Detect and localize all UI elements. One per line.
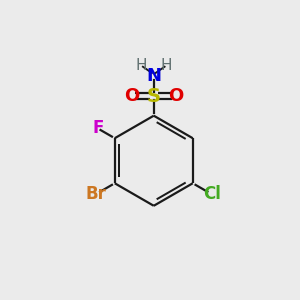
Text: O: O [124, 87, 140, 105]
Text: F: F [92, 119, 103, 137]
Text: S: S [147, 87, 161, 106]
Text: Br: Br [85, 185, 106, 203]
Text: N: N [146, 68, 161, 85]
Text: Cl: Cl [203, 185, 221, 203]
Text: O: O [168, 87, 183, 105]
Text: H: H [135, 58, 147, 73]
Text: H: H [161, 58, 172, 73]
